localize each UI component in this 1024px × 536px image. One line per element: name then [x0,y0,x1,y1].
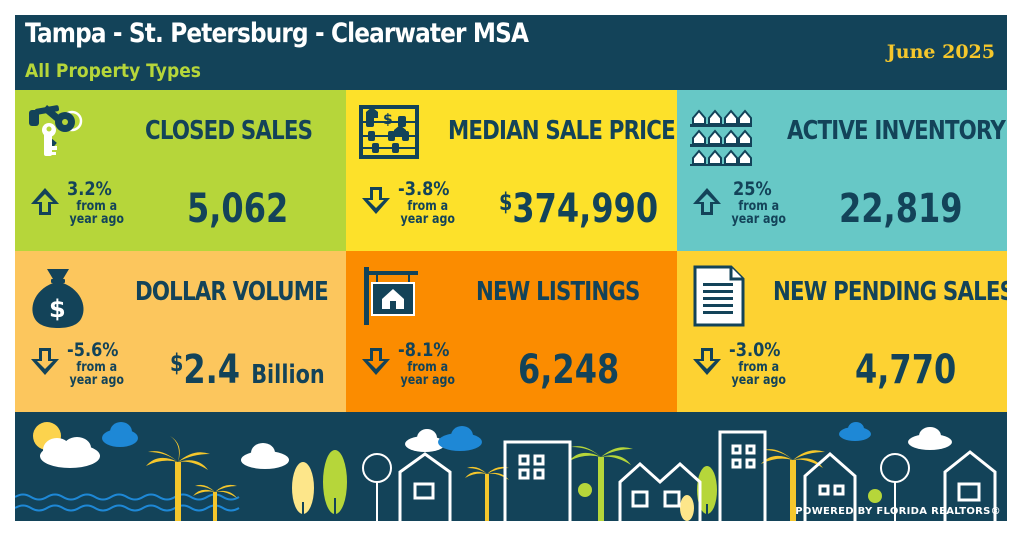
change-caption: from a year ago [69,360,124,388]
change-caption: from a year ago [731,199,786,227]
metric-value: $374,990 [499,186,659,232]
palm-tree-icon [569,446,633,521]
tile-title: CLOSED SALES [145,116,313,146]
arrow-down-icon [362,348,390,375]
tree-icon [680,495,694,521]
change-caption: from a year ago [400,199,455,227]
tile-dollar-volume: $ DOLLAR VOLUME -5.6% from a year ago $2.… [15,251,346,412]
tile-title: ACTIVE INVENTORY [787,116,1006,146]
keys-icon [29,104,83,156]
change-percent: -3.0% [729,339,781,361]
page-subtitle: All Property Types [25,60,201,82]
change-percent: -5.6% [67,339,119,361]
cityscape-illustration [15,422,997,521]
metric-value: 22,819 [839,186,963,232]
infographic-frame: Tampa - St. Petersburg - Clearwater MSA … [15,15,1007,521]
tile-title: NEW LISTINGS [476,277,640,307]
document-icon [693,265,745,327]
tile-new-listings: NEW LISTINGS -8.1% from a year ago 6,248 [346,251,677,412]
change-percent: -3.8% [398,178,450,200]
arrow-down-icon [31,348,59,375]
tree-icon [697,466,717,521]
change-caption: from a year ago [400,360,455,388]
header: Tampa - St. Petersburg - Clearwater MSA … [15,15,1007,90]
powered-by-credit: POWERED BY FLORIDA REALTORS® [795,506,1001,517]
listing-sign-icon [364,267,418,325]
report-date: June 2025 [886,41,995,63]
svg-text:$: $ [49,295,66,323]
change-percent: 3.2% [67,178,112,200]
metric-value: 4,770 [855,347,957,393]
change-percent: -8.1% [398,339,450,361]
tree-icon [323,450,347,521]
cloud-icon [839,422,871,441]
svg-text:$: $ [383,112,393,128]
metric-value: 5,062 [187,186,289,232]
change-caption: from a year ago [731,360,786,388]
palm-tree-icon [465,466,509,521]
tile-median-sale-price: $ MEDIAN SALE PRICE -3.8% from a year ago… [346,90,677,251]
money-bag-icon: $ [32,269,84,328]
tile-title: MEDIAN SALE PRICE [448,116,676,146]
cloud-icon [438,426,482,451]
tile-title: NEW PENDING SALES [773,277,1007,307]
arrow-down-icon [362,187,390,214]
tile-active-inventory: ACTIVE INVENTORY 25% from a year ago 22,8… [677,90,1007,251]
tree-icon [292,462,314,521]
cloud-icon [405,429,445,452]
metric-value: $2.4 Billion [170,347,325,393]
arrow-down-icon [693,348,721,375]
arrow-up-icon [693,188,721,215]
cloud-icon [241,443,289,469]
page-title: Tampa - St. Petersburg - Clearwater MSA [25,18,529,49]
change-percent: 25% [733,178,772,200]
cloud-icon [908,427,952,450]
arrow-up-icon [31,188,59,215]
water-waves [15,493,240,512]
tree-icon [880,453,910,521]
houses-grid-icon [690,109,752,166]
tree-icon [362,453,392,521]
tile-closed-sales: CLOSED SALES 3.2% from a year ago 5,062 [15,90,346,251]
cloud-icon [40,437,100,468]
change-caption: from a year ago [69,199,124,227]
palm-tree-icon [761,449,825,521]
palm-tree-icon [193,484,237,521]
tile-new-pending-sales: NEW PENDING SALES -3.0% from a year ago 4… [677,251,1007,412]
cloud-icon [102,422,138,447]
tile-title: DOLLAR VOLUME [135,277,329,307]
palm-tree-icon [146,436,210,521]
abacus-icon: $ [359,105,419,159]
metric-value: 6,248 [518,347,620,393]
